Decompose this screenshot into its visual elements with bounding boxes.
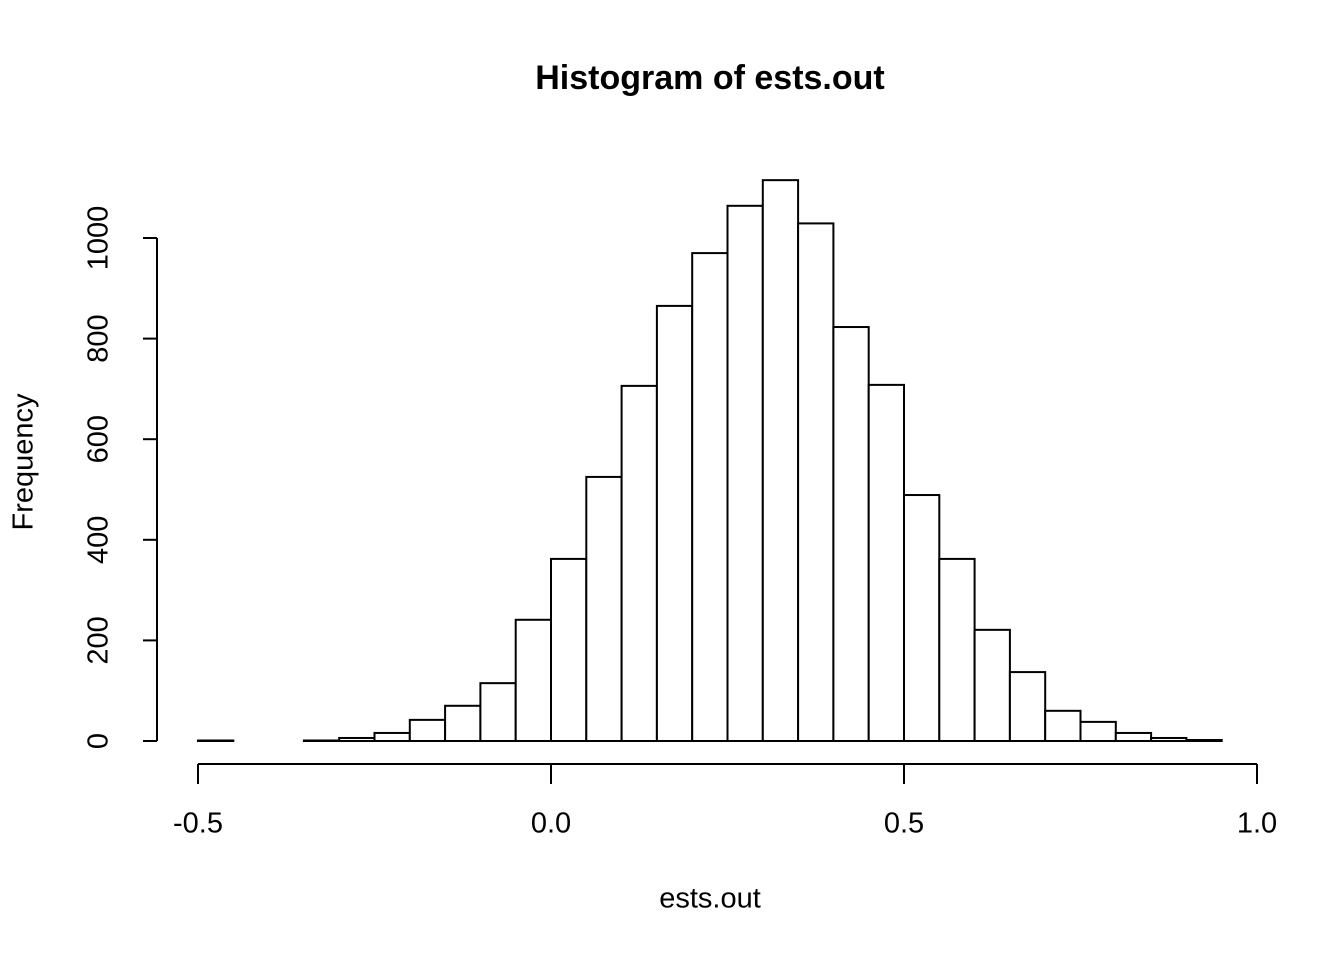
x-tick-label: 1.0 [1237,808,1277,840]
bar [585,475,623,742]
x-axis-label: ests.out [659,883,761,915]
bar [444,704,482,742]
y-axis-label: Frequency [8,393,40,531]
x-tick-label: 0.0 [531,808,571,840]
bar [832,326,870,742]
bar [1044,709,1082,743]
x-tick-label: -0.5 [173,808,223,840]
bar [373,731,411,743]
bar [691,252,729,742]
bar [761,179,800,742]
bar [1008,671,1047,742]
y-tick-label: 400 [83,516,115,564]
bar [338,736,376,742]
y-tick-label: 800 [83,314,115,362]
bar [938,557,976,742]
bar [1079,720,1117,742]
bar [726,204,764,743]
y-tick-label: 600 [83,415,115,463]
bar [197,739,235,743]
y-tick-label: 0 [83,733,115,749]
y-tick-label: 1000 [83,206,115,271]
bar [620,384,658,742]
bar [973,628,1011,742]
y-tick-label: 200 [83,616,115,664]
bar [550,557,588,742]
bar [479,682,517,743]
bar [655,304,694,742]
bar [302,739,341,743]
bar [867,383,906,742]
chart-title: Histogram of ests.out [535,59,884,97]
bar [514,618,553,742]
bar [408,718,447,743]
bar [1150,736,1188,742]
bar [903,494,941,742]
x-tick-label: 0.5 [884,808,924,840]
bar [1114,731,1153,743]
bar [1185,738,1223,743]
bar [797,222,835,742]
